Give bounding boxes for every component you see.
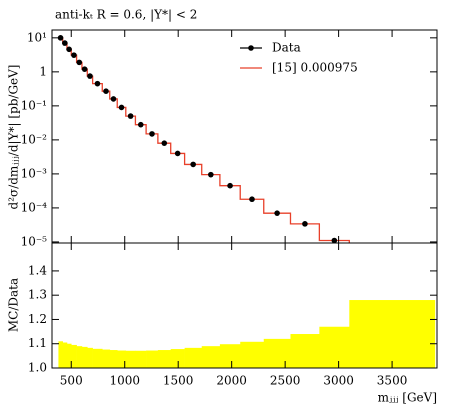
ratio-band <box>92 348 103 368</box>
y-tick-label: 1.4 <box>28 263 47 277</box>
ratio-band <box>319 326 350 368</box>
x-tick-label: 1000 <box>109 374 140 388</box>
data-point <box>71 52 77 58</box>
data-point <box>62 40 68 46</box>
x-tick-label: 1500 <box>163 374 194 388</box>
ratio-band <box>102 349 111 368</box>
data-point <box>137 121 144 128</box>
ratio-band <box>219 344 241 368</box>
data-point <box>190 161 196 168</box>
data-point <box>161 140 168 146</box>
data-point <box>118 104 125 111</box>
panel-frame <box>51 29 438 244</box>
y-tick-label: 10⁻¹ <box>21 98 47 112</box>
legend-label: Data <box>272 41 301 55</box>
ratio-band <box>290 334 320 368</box>
y-tick-label: 10⁻⁴ <box>21 200 48 214</box>
ratio-band <box>117 350 127 368</box>
ratio-band <box>71 344 77 368</box>
panel-frame <box>51 242 438 369</box>
y-tick-label: 10⁻⁵ <box>21 234 48 248</box>
ratio-band <box>184 347 203 368</box>
y-tick-label: 1 <box>39 64 47 78</box>
data-point <box>227 182 233 189</box>
data-point <box>103 88 109 94</box>
y-tick-label: 1.1 <box>28 336 47 350</box>
data-point <box>302 221 308 227</box>
data-point <box>81 66 88 72</box>
ratio-band <box>135 350 147 368</box>
y-axis-label: d²σ/dmⱼⱼⱼ/d|Y*| [pb/GeV] <box>7 65 21 210</box>
ratio-band <box>349 300 436 368</box>
y-tick-label: 1.2 <box>28 312 47 326</box>
ratio-band <box>263 338 291 368</box>
data-point <box>110 96 117 102</box>
y-tick-label: 10⁻² <box>21 132 48 146</box>
x-axis-label: mⱼⱼⱼ [GeV] <box>378 391 437 405</box>
ratio-band <box>125 350 136 368</box>
ratio-band <box>157 350 172 368</box>
data-point <box>127 113 134 119</box>
legend-marker <box>248 45 254 51</box>
data-point <box>57 35 64 41</box>
ratio-band <box>66 343 72 368</box>
ratio-band <box>109 350 118 368</box>
x-tick-label: 3000 <box>323 374 354 388</box>
data-point <box>149 131 155 137</box>
y-tick-label: 10⁻³ <box>21 166 48 180</box>
data-point <box>208 171 214 178</box>
x-tick-label: 2000 <box>216 374 247 388</box>
x-tick-label: 2500 <box>270 374 301 388</box>
ratio-band <box>62 342 68 368</box>
mc-step-line <box>58 37 350 243</box>
ratio-band <box>170 349 185 368</box>
y-tick-label: 1.0 <box>28 361 47 375</box>
data-point <box>66 46 72 53</box>
ratio-band <box>81 346 88 368</box>
data-point <box>274 210 280 216</box>
y-tick-label: 1.3 <box>28 288 47 302</box>
ratio-y-axis-label: MC/Data <box>7 278 21 332</box>
legend-label: [15] 0.000975 <box>272 61 358 75</box>
ratio-band <box>146 350 159 368</box>
x-tick-label: 3500 <box>377 374 408 388</box>
ratio-band <box>201 346 221 368</box>
y-tick-label: 10¹ <box>27 30 47 44</box>
data-point <box>174 150 181 157</box>
data-point <box>87 73 93 79</box>
ratio-band <box>240 341 265 368</box>
ratio-band <box>76 346 83 368</box>
ratio-band <box>58 341 63 368</box>
data-point <box>76 59 83 66</box>
x-tick-label: 500 <box>60 374 83 388</box>
data-point <box>94 80 101 87</box>
data-point <box>249 196 255 203</box>
chart-title: anti-kₜ R = 0.6, |Y*| < 2 <box>55 8 197 22</box>
ratio-band <box>87 347 93 368</box>
data-point <box>331 237 338 244</box>
